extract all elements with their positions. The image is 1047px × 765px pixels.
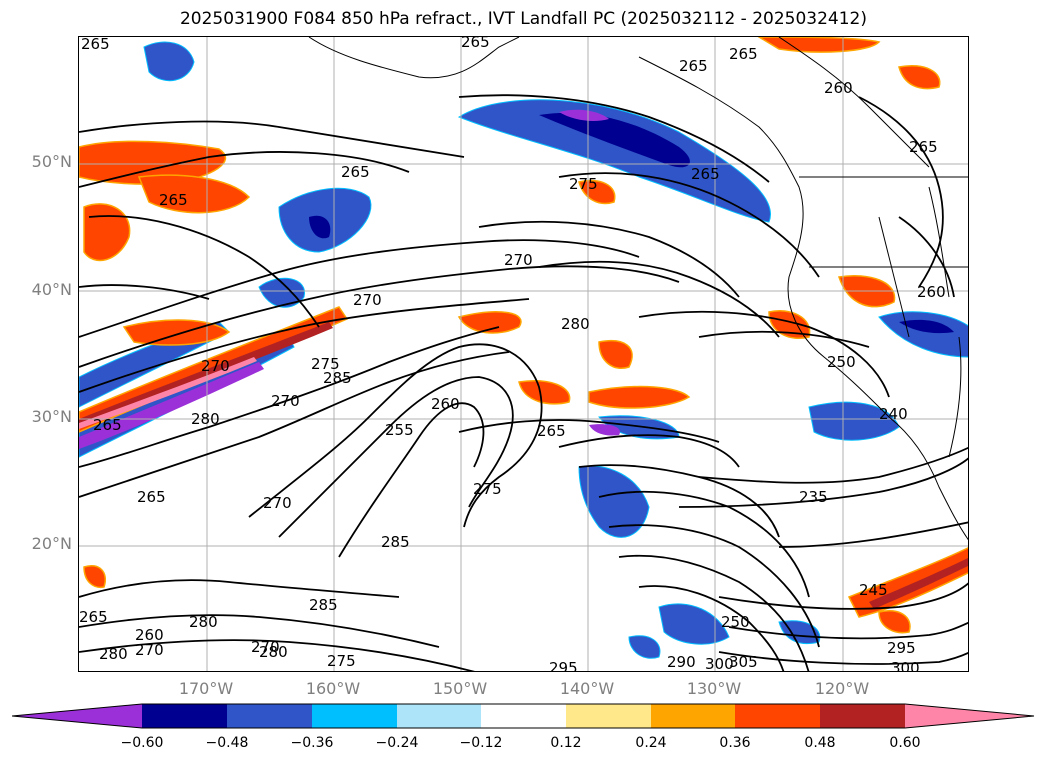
colorbar [12, 703, 1035, 729]
contour-label: 275 [473, 480, 502, 498]
colorbar-tick: −0.12 [459, 735, 503, 751]
colorbar-segment [820, 704, 905, 728]
map-panel: 265 265 265 260 265 265 265 265 275 265 … [78, 36, 969, 672]
colorbar-tick: −0.36 [290, 735, 334, 751]
lon-label-150w: 150°W [432, 679, 488, 698]
contour-label: 270 [201, 357, 230, 375]
contour-label: 270 [263, 494, 292, 512]
colorbar-tick: 0.60 [889, 735, 921, 751]
contour-label: 280 [191, 410, 220, 428]
lon-label-160w: 160°W [305, 679, 361, 698]
map-title: 2025031900 F084 850 hPa refract., IVT La… [179, 9, 867, 29]
contour-label: 245 [859, 581, 888, 599]
contour-label: 260 [135, 626, 164, 644]
contour-labels: 265 265 265 260 265 265 265 265 275 265 … [79, 37, 946, 672]
contour-label: 270 [251, 638, 280, 656]
lat-label-50n: 50°N [31, 152, 72, 171]
lon-label-120w: 120°W [814, 679, 870, 698]
contour-label: 270 [271, 392, 300, 410]
contour-label: 280 [561, 315, 590, 333]
contour-label: 265 [679, 57, 708, 75]
colorbar-segment [651, 704, 735, 728]
contour-label: 280 [259, 643, 288, 661]
contour-label: 265 [461, 37, 490, 51]
contour-label: 300 [891, 659, 920, 672]
lat-label-40n: 40°N [31, 280, 72, 299]
contour-label: 285 [381, 533, 410, 551]
contour-label: 265 [81, 37, 110, 53]
shaded-fields [79, 37, 968, 659]
contour-label: 250 [827, 353, 856, 371]
contour-label: 255 [385, 421, 414, 439]
contour-label: 270 [135, 641, 164, 659]
lat-label-30n: 30°N [31, 407, 72, 426]
contour-label: 265 [691, 165, 720, 183]
contour-label: 270 [504, 251, 533, 269]
colorbar-tick: 0.36 [719, 735, 751, 751]
colorbar-tick: 0.12 [550, 735, 582, 751]
contour-label: 265 [79, 608, 108, 626]
contour-label: 300 [705, 655, 734, 672]
colorbar-segment [312, 704, 397, 728]
colorbar-segment [12, 704, 142, 728]
contour-label: 295 [887, 639, 916, 657]
contour-label: 305 [729, 653, 758, 671]
contour-label: 265 [137, 488, 166, 506]
contour-label: 275 [311, 355, 340, 373]
contour-label: 275 [327, 652, 356, 670]
contour-label: 260 [431, 395, 460, 413]
contour-label: 280 [189, 613, 218, 631]
contour-label: 265 [729, 45, 758, 63]
colorbar-segment [481, 704, 566, 728]
map-plot: 265 265 265 260 265 265 265 265 275 265 … [79, 37, 968, 672]
lat-label-20n: 20°N [31, 534, 72, 553]
contour-label: 265 [909, 138, 938, 156]
contour-label: 240 [879, 405, 908, 423]
lon-label-140w: 140°W [559, 679, 615, 698]
contour-label: 280 [99, 645, 128, 663]
colorbar-segment [397, 704, 481, 728]
contour-lines [79, 94, 968, 671]
contour-label: 265 [341, 163, 370, 181]
colorbar-segment [142, 704, 227, 728]
contour-label: 260 [917, 283, 946, 301]
lon-label-170w: 170°W [178, 679, 234, 698]
contour-label: 270 [353, 291, 382, 309]
contour-label: 250 [721, 613, 750, 631]
contour-label: 260 [824, 79, 853, 97]
colorbar-tick: 0.48 [804, 735, 836, 751]
contour-label: 265 [93, 416, 122, 434]
contour-label: 265 [537, 422, 566, 440]
contour-label: 285 [323, 369, 352, 387]
contour-label: 235 [799, 488, 828, 506]
contour-label: 285 [309, 596, 338, 614]
colorbar-tick: −0.24 [375, 735, 419, 751]
colorbar-tick: −0.60 [120, 735, 164, 751]
colorbar-segment [566, 704, 651, 728]
colorbar-tick: 0.24 [635, 735, 667, 751]
colorbar-outline [12, 703, 1035, 729]
contour-label: 275 [569, 175, 598, 193]
contour-label: 265 [159, 191, 188, 209]
colorbar-segment [735, 704, 820, 728]
contour-label: 290 [667, 653, 696, 671]
colorbar-segment [905, 704, 1034, 728]
colorbar-tick: −0.48 [205, 735, 249, 751]
contour-label: 295 [549, 659, 578, 672]
colorbar-segment [227, 704, 312, 728]
coastlines [308, 37, 968, 541]
lon-label-130w: 130°W [686, 679, 742, 698]
